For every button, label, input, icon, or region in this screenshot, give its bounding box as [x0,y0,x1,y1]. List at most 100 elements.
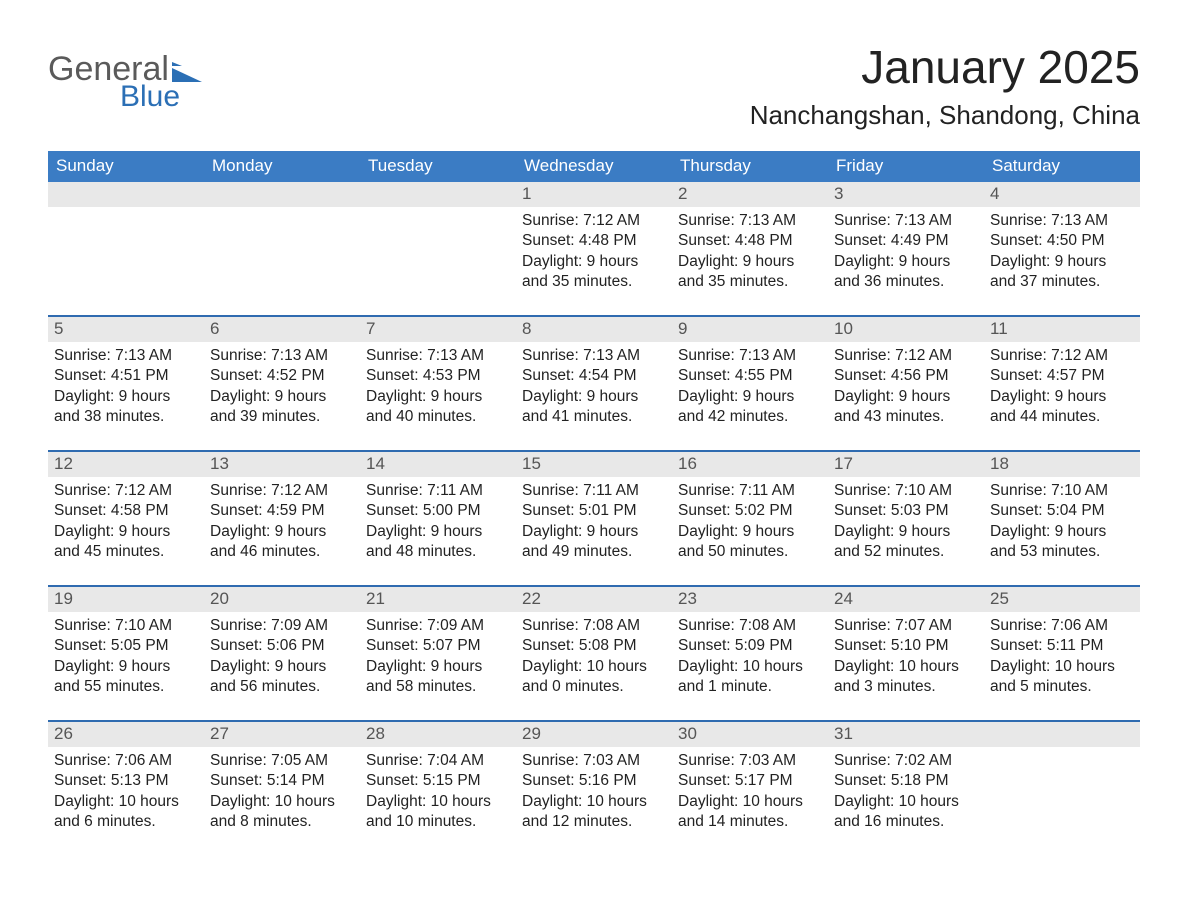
daylight-text: Daylight: 9 hours and 55 minutes. [54,657,198,698]
day-number: 19 [48,587,204,612]
day-number: 13 [204,452,360,477]
sunrise-text: Sunrise: 7:11 AM [522,481,666,501]
day-body: Sunrise: 7:11 AMSunset: 5:00 PMDaylight:… [360,477,516,585]
calendar-day-cell: 28Sunrise: 7:04 AMSunset: 5:15 PMDayligh… [360,721,516,855]
calendar-week-row: 5Sunrise: 7:13 AMSunset: 4:51 PMDaylight… [48,316,1140,451]
sunrise-text: Sunrise: 7:12 AM [990,346,1134,366]
calendar-day-cell: 10Sunrise: 7:12 AMSunset: 4:56 PMDayligh… [828,316,984,451]
calendar-table: Sunday Monday Tuesday Wednesday Thursday… [48,151,1140,855]
logo: General Blue [48,40,202,112]
sunrise-text: Sunrise: 7:12 AM [522,211,666,231]
day-body: Sunrise: 7:05 AMSunset: 5:14 PMDaylight:… [204,747,360,855]
day-body: Sunrise: 7:09 AMSunset: 5:07 PMDaylight:… [360,612,516,720]
day-number [48,182,204,207]
calendar-thead: Sunday Monday Tuesday Wednesday Thursday… [48,151,1140,182]
weekday-header: Sunday [48,151,204,182]
day-body: Sunrise: 7:10 AMSunset: 5:04 PMDaylight:… [984,477,1140,585]
daylight-text: Daylight: 9 hours and 38 minutes. [54,387,198,428]
day-body: Sunrise: 7:06 AMSunset: 5:11 PMDaylight:… [984,612,1140,720]
sunset-text: Sunset: 5:08 PM [522,636,666,656]
daylight-text: Daylight: 9 hours and 39 minutes. [210,387,354,428]
sunrise-text: Sunrise: 7:13 AM [834,211,978,231]
day-body: Sunrise: 7:12 AMSunset: 4:56 PMDaylight:… [828,342,984,450]
day-body: Sunrise: 7:13 AMSunset: 4:55 PMDaylight:… [672,342,828,450]
day-body: Sunrise: 7:11 AMSunset: 5:02 PMDaylight:… [672,477,828,585]
sunset-text: Sunset: 4:57 PM [990,366,1134,386]
sunset-text: Sunset: 5:04 PM [990,501,1134,521]
day-number: 7 [360,317,516,342]
sunrise-text: Sunrise: 7:08 AM [678,616,822,636]
calendar-day-cell: 29Sunrise: 7:03 AMSunset: 5:16 PMDayligh… [516,721,672,855]
day-body: Sunrise: 7:11 AMSunset: 5:01 PMDaylight:… [516,477,672,585]
day-number: 14 [360,452,516,477]
day-body [360,207,516,315]
day-number: 28 [360,722,516,747]
sunrise-text: Sunrise: 7:09 AM [366,616,510,636]
daylight-text: Daylight: 10 hours and 5 minutes. [990,657,1134,698]
daylight-text: Daylight: 9 hours and 35 minutes. [522,252,666,293]
day-body: Sunrise: 7:13 AMSunset: 4:53 PMDaylight:… [360,342,516,450]
daylight-text: Daylight: 10 hours and 3 minutes. [834,657,978,698]
day-body: Sunrise: 7:07 AMSunset: 5:10 PMDaylight:… [828,612,984,720]
sunset-text: Sunset: 5:15 PM [366,771,510,791]
daylight-text: Daylight: 9 hours and 50 minutes. [678,522,822,563]
day-number: 1 [516,182,672,207]
sunrise-text: Sunrise: 7:03 AM [678,751,822,771]
daylight-text: Daylight: 9 hours and 58 minutes. [366,657,510,698]
day-body: Sunrise: 7:08 AMSunset: 5:08 PMDaylight:… [516,612,672,720]
sunrise-text: Sunrise: 7:10 AM [834,481,978,501]
calendar-day-cell [360,182,516,316]
sunset-text: Sunset: 5:01 PM [522,501,666,521]
daylight-text: Daylight: 10 hours and 12 minutes. [522,792,666,833]
sunrise-text: Sunrise: 7:13 AM [366,346,510,366]
calendar-day-cell: 4Sunrise: 7:13 AMSunset: 4:50 PMDaylight… [984,182,1140,316]
day-body: Sunrise: 7:03 AMSunset: 5:16 PMDaylight:… [516,747,672,855]
day-number [360,182,516,207]
day-body [984,747,1140,855]
day-number: 29 [516,722,672,747]
calendar-week-row: 1Sunrise: 7:12 AMSunset: 4:48 PMDaylight… [48,182,1140,316]
day-number: 20 [204,587,360,612]
sunset-text: Sunset: 5:16 PM [522,771,666,791]
daylight-text: Daylight: 9 hours and 45 minutes. [54,522,198,563]
sunset-text: Sunset: 4:58 PM [54,501,198,521]
day-number: 25 [984,587,1140,612]
daylight-text: Daylight: 10 hours and 6 minutes. [54,792,198,833]
sunset-text: Sunset: 5:05 PM [54,636,198,656]
sunset-text: Sunset: 4:53 PM [366,366,510,386]
day-body: Sunrise: 7:13 AMSunset: 4:51 PMDaylight:… [48,342,204,450]
day-body: Sunrise: 7:13 AMSunset: 4:48 PMDaylight:… [672,207,828,315]
day-number: 30 [672,722,828,747]
sunset-text: Sunset: 5:09 PM [678,636,822,656]
calendar-day-cell: 9Sunrise: 7:13 AMSunset: 4:55 PMDaylight… [672,316,828,451]
day-body: Sunrise: 7:10 AMSunset: 5:03 PMDaylight:… [828,477,984,585]
daylight-text: Daylight: 9 hours and 35 minutes. [678,252,822,293]
day-body [48,207,204,315]
sunrise-text: Sunrise: 7:06 AM [54,751,198,771]
sunset-text: Sunset: 5:02 PM [678,501,822,521]
calendar-day-cell [48,182,204,316]
month-title: January 2025 [750,40,1140,94]
calendar-day-cell: 3Sunrise: 7:13 AMSunset: 4:49 PMDaylight… [828,182,984,316]
title-block: January 2025 Nanchangshan, Shandong, Chi… [750,40,1140,145]
sunrise-text: Sunrise: 7:12 AM [210,481,354,501]
sunset-text: Sunset: 4:52 PM [210,366,354,386]
day-number: 17 [828,452,984,477]
daylight-text: Daylight: 10 hours and 10 minutes. [366,792,510,833]
day-number: 2 [672,182,828,207]
calendar-day-cell: 20Sunrise: 7:09 AMSunset: 5:06 PMDayligh… [204,586,360,721]
sunset-text: Sunset: 4:50 PM [990,231,1134,251]
sunrise-text: Sunrise: 7:03 AM [522,751,666,771]
calendar-day-cell: 13Sunrise: 7:12 AMSunset: 4:59 PMDayligh… [204,451,360,586]
daylight-text: Daylight: 9 hours and 37 minutes. [990,252,1134,293]
calendar-page: General Blue January 2025 Nanchangshan, … [0,0,1188,885]
sunset-text: Sunset: 4:48 PM [522,231,666,251]
day-body: Sunrise: 7:04 AMSunset: 5:15 PMDaylight:… [360,747,516,855]
daylight-text: Daylight: 9 hours and 49 minutes. [522,522,666,563]
location-subtitle: Nanchangshan, Shandong, China [750,100,1140,131]
header-row: General Blue January 2025 Nanchangshan, … [48,40,1140,145]
sunrise-text: Sunrise: 7:02 AM [834,751,978,771]
sunset-text: Sunset: 5:11 PM [990,636,1134,656]
day-number [984,722,1140,747]
calendar-day-cell: 12Sunrise: 7:12 AMSunset: 4:58 PMDayligh… [48,451,204,586]
